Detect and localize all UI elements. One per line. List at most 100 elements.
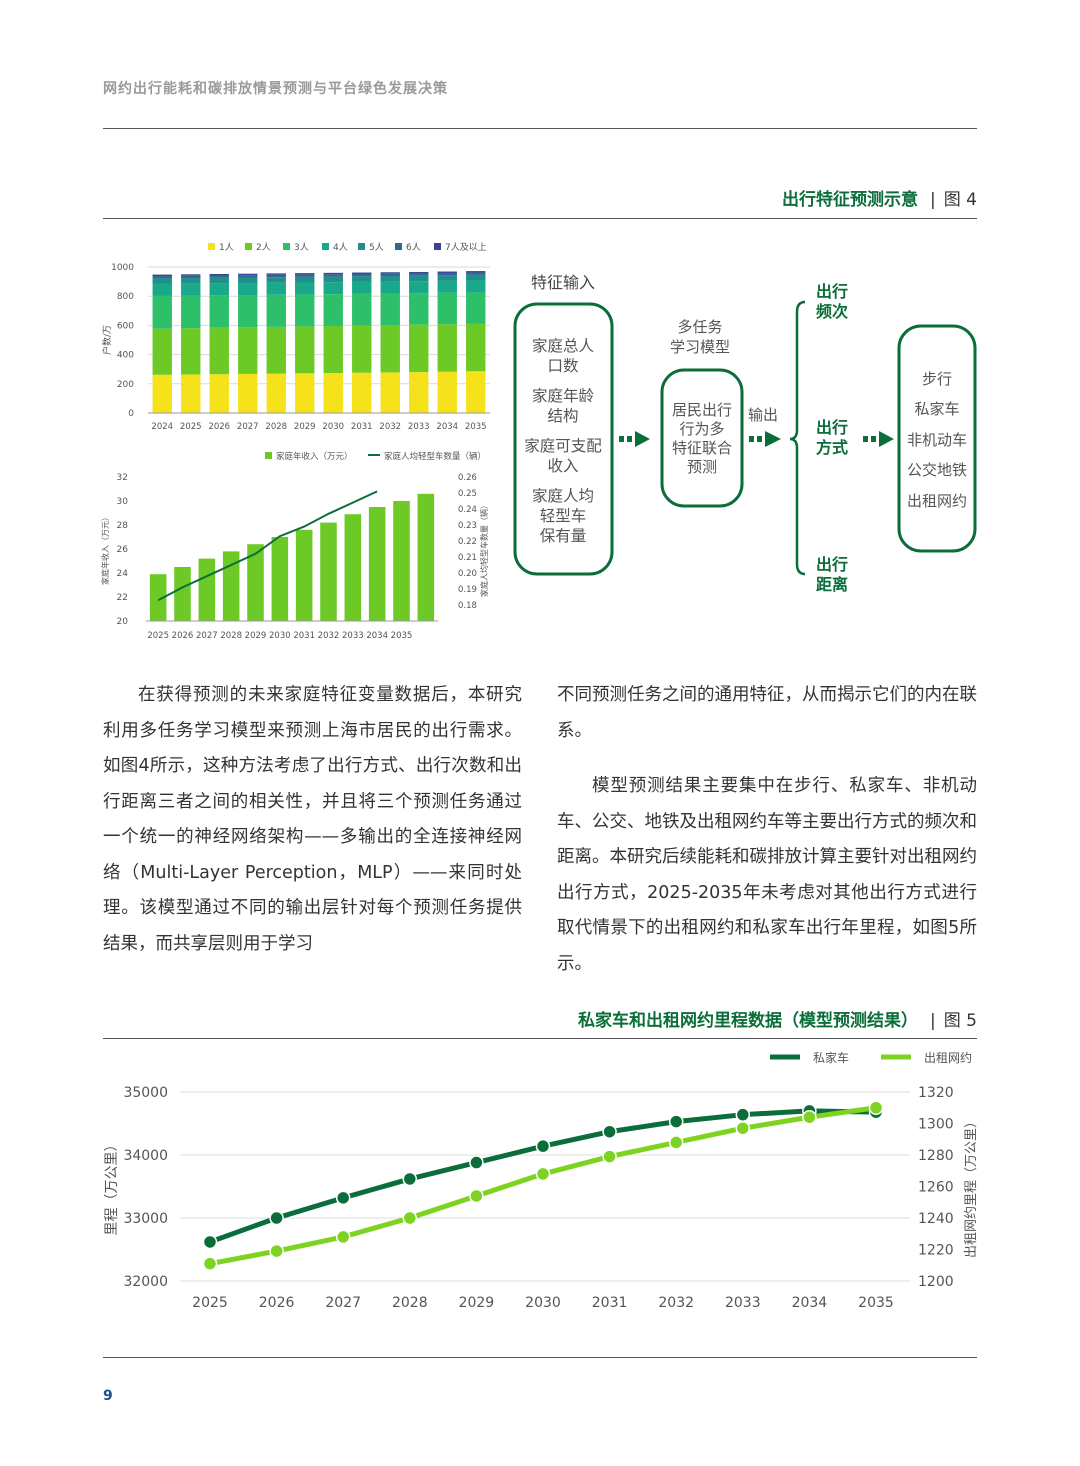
vehicle-line xyxy=(157,490,378,602)
data-point xyxy=(735,1120,751,1136)
input-item-vehicle-line3: 保有量 xyxy=(540,527,587,545)
legend-label: 3人 xyxy=(294,242,309,253)
bar-segment xyxy=(295,373,315,413)
bar-segment xyxy=(323,274,343,277)
data-point xyxy=(668,1135,684,1150)
bar-segment xyxy=(323,276,343,283)
bar-segment xyxy=(181,374,201,413)
x-tick-label: 2024 xyxy=(151,422,173,432)
mode-walk: 步行 xyxy=(922,370,952,388)
arrow-right-icon xyxy=(863,431,894,447)
bar-segment xyxy=(409,372,429,413)
x-tick-label: 2035 xyxy=(858,1295,894,1311)
figure-4-number: 图 4 xyxy=(943,190,977,210)
y-axis-label: 里程（万公里） xyxy=(104,1138,120,1236)
model-box-line2: 行为多 xyxy=(679,420,724,438)
data-point xyxy=(335,1229,351,1245)
x-tick-label: 2026 xyxy=(259,1295,295,1311)
input-box xyxy=(513,302,614,576)
y-right-axis-label: 家庭人均轻型车数量（辆） xyxy=(479,501,489,597)
running-header: 网约出行能耗和碳排放情景预测与平台绿色发展决策 xyxy=(103,81,448,97)
legend-swatch xyxy=(395,243,402,250)
legend-label: 7人及以上 xyxy=(445,242,487,253)
bar-segment xyxy=(238,273,258,276)
x-tick-label: 2033 xyxy=(342,631,364,641)
bar-segment xyxy=(238,283,258,296)
bar-segment xyxy=(352,276,372,282)
figure-4-title: 出行特征预测示意 | 图 4 xyxy=(782,185,977,210)
y-tick-label: 20 xyxy=(117,617,129,627)
mode-transit: 公交地铁 xyxy=(907,461,967,479)
legend-swatch xyxy=(283,243,290,250)
figure-5-number: 图 5 xyxy=(943,1011,977,1031)
figure-5-title: 私家车和出租网约里程数据（模型预测结果） | 图 5 xyxy=(578,1006,977,1031)
x-tick-label: 2025 xyxy=(192,1295,228,1311)
y-tick-label: 28 xyxy=(117,521,129,531)
y-right-tick-label: 1220 xyxy=(918,1243,954,1259)
bar-segment xyxy=(437,292,457,325)
legend-label: 4人 xyxy=(333,242,348,253)
y-right-tick-label: 0.21 xyxy=(458,553,477,563)
y-tick-label: 800 xyxy=(117,292,134,302)
bar-segment xyxy=(380,293,400,326)
input-item-age-line1: 家庭年龄 xyxy=(532,387,595,405)
y-right-tick-label: 0.22 xyxy=(458,537,477,547)
x-tick-label: 2030 xyxy=(322,422,344,432)
paragraph: 在获得预测的未来家庭特征变量数据后，本研究利用多任务学习模型来预测上海市居民的出… xyxy=(103,685,522,954)
bar-segment xyxy=(323,272,343,275)
bar-segment xyxy=(238,275,258,278)
bar-segment xyxy=(238,277,258,284)
bar-segment xyxy=(181,295,201,329)
x-tick-label: 2025 xyxy=(180,422,202,432)
bar-segment xyxy=(466,323,486,372)
data-point xyxy=(602,1124,617,1139)
x-tick-label: 2031 xyxy=(592,1295,628,1311)
task-mode-line2: 方式 xyxy=(816,438,848,457)
data-point xyxy=(335,1190,351,1206)
figure-5-divider xyxy=(103,1038,977,1039)
data-point xyxy=(269,1243,284,1259)
data-point xyxy=(602,1149,617,1164)
bar-segment xyxy=(437,271,457,273)
income-bar xyxy=(149,574,167,621)
brace-bracket xyxy=(789,300,806,576)
bar-segment xyxy=(152,274,172,277)
x-tick-label: 2035 xyxy=(391,631,413,641)
bar-segment xyxy=(266,273,286,275)
mode-taxi-ridehail: 出租网约 xyxy=(907,492,967,510)
income-bar xyxy=(320,522,337,621)
y-right-tick-label: 0.20 xyxy=(458,569,477,579)
figure-4-separator: | xyxy=(930,190,936,210)
bar-segment xyxy=(181,278,201,284)
bar-segment xyxy=(152,374,172,413)
bar-segment xyxy=(380,325,400,373)
bar-segment xyxy=(466,292,486,324)
bar-segment xyxy=(437,280,457,293)
bar-segment xyxy=(352,274,372,277)
y-right-tick-label: 1200 xyxy=(918,1274,954,1290)
legend-swatch xyxy=(208,243,215,250)
income-bar xyxy=(368,507,386,621)
y-tick-label: 400 xyxy=(117,351,134,361)
bar-segment xyxy=(409,293,429,325)
data-point xyxy=(668,1114,684,1129)
input-item-population-line2: 口数 xyxy=(547,357,579,375)
income-bar xyxy=(393,501,410,621)
arrow-right-icon xyxy=(619,431,650,447)
figure-4-divider xyxy=(103,218,977,219)
y-tick-label: 32000 xyxy=(123,1274,168,1290)
y-axis-label: 家庭年收入（万元） xyxy=(100,513,110,585)
bar-segment xyxy=(266,282,286,295)
model-box-line1: 居民出行 xyxy=(672,401,732,419)
y-right-tick-label: 0.18 xyxy=(458,601,477,611)
household-size-stacked-bar-chart: 0 200 400 600 800 1000 户数/万 2024 2025 2026 2027 202… xyxy=(101,242,490,432)
bar-segment xyxy=(295,276,315,283)
data-point xyxy=(735,1107,751,1122)
x-tick-label: 2026 xyxy=(208,422,230,432)
x-tick-label: 2027 xyxy=(237,422,259,432)
figure-5-separator: | xyxy=(930,1011,936,1031)
bar-segment xyxy=(295,282,315,295)
bar-segment xyxy=(181,274,201,276)
mode-non-motor: 非机动车 xyxy=(907,431,967,449)
bar-segment xyxy=(238,295,258,328)
